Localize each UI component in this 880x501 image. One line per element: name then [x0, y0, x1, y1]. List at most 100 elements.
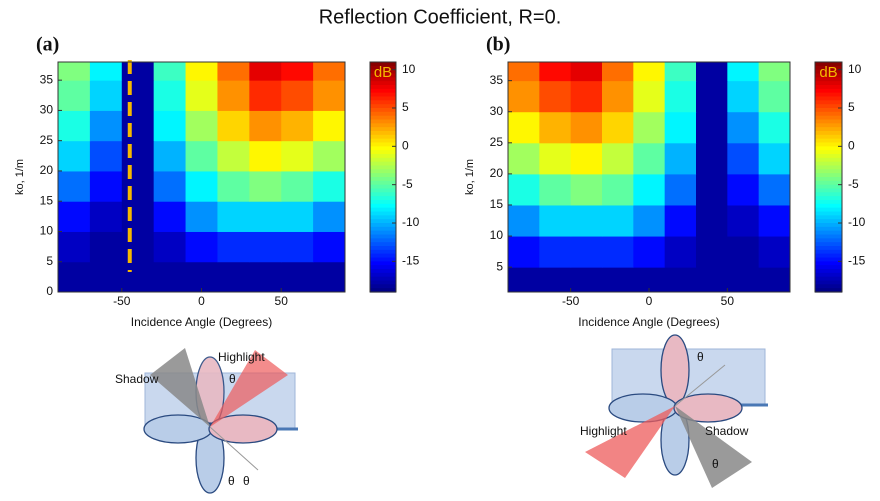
colorbar-band	[370, 272, 396, 278]
colorbar-band	[815, 134, 842, 140]
colorbar-band	[370, 215, 396, 220]
colorbar-tick-label: -15	[848, 254, 866, 268]
heatmap-cell	[153, 62, 187, 81]
colorbar-band	[370, 253, 396, 259]
heatmap-cell	[664, 80, 697, 113]
heatmap-cell	[281, 261, 314, 292]
colorbar-band	[815, 280, 842, 285]
colorbar-band	[815, 138, 842, 144]
colorbar-band	[815, 92, 842, 98]
heatmap-cell	[727, 204, 760, 237]
y-axis-label: ko, 1/m	[14, 159, 26, 195]
heatmap-cell	[727, 62, 760, 82]
heatmap-cell	[664, 173, 697, 206]
heatmap-cell	[58, 170, 91, 202]
colorbar-band	[815, 154, 842, 159]
colorbar-band	[815, 177, 842, 182]
colorbar-tick-label: 5	[402, 100, 409, 114]
colorbar-band	[370, 115, 396, 121]
colorbar-band	[815, 119, 842, 124]
heatmap-cell	[313, 140, 345, 172]
colorbar-band	[370, 123, 396, 128]
panel-label: (a)	[36, 34, 59, 56]
y-tick-label: 30	[40, 103, 54, 117]
heatmap-cell	[185, 231, 218, 263]
heatmap-cell	[249, 201, 282, 232]
colorbar-tick-label: 10	[402, 62, 416, 76]
heatmap-cell	[570, 173, 603, 206]
heatmap-cell	[217, 62, 250, 81]
colorbar-band	[370, 276, 396, 282]
colorbar-band	[370, 280, 396, 285]
colorbar-band	[370, 200, 396, 205]
colorbar-band	[815, 261, 842, 266]
heatmap-cell	[633, 173, 666, 206]
colorbar-band	[370, 169, 396, 174]
diagram-label: θ	[228, 474, 235, 488]
colorbar-band	[370, 100, 396, 105]
colorbar-band	[815, 257, 842, 262]
colorbar-band	[815, 108, 842, 113]
colorbar-band	[815, 219, 842, 224]
colorbar-band	[815, 131, 842, 136]
colorbar-band	[815, 265, 842, 270]
heatmap-cell	[185, 110, 218, 142]
heatmap-cell	[121, 170, 155, 202]
heatmap-cell	[664, 236, 697, 268]
heatmap-cell	[153, 80, 187, 111]
colorbar-tick-label: 0	[848, 139, 855, 153]
heatmap-cell	[508, 173, 540, 206]
heatmap-cell	[758, 267, 790, 292]
heatmap-cell	[602, 142, 634, 175]
colorbar-tick-label: 10	[848, 62, 862, 76]
colorbar-band	[815, 288, 842, 293]
colorbar-band	[370, 108, 396, 113]
figure-title: Reflection Coefficient, R=0.	[319, 6, 562, 28]
colorbar-band	[815, 269, 842, 274]
colorbar-band	[370, 207, 396, 213]
heatmap-cell	[602, 111, 634, 144]
colorbar-band	[370, 257, 396, 262]
colorbar-band	[815, 207, 842, 213]
heatmap-cell	[696, 173, 728, 206]
colorbar-band	[815, 234, 842, 239]
heatmap-cell	[570, 80, 603, 113]
colorbar-band	[370, 154, 396, 159]
heatmap-cell	[89, 261, 123, 292]
heatmap-cell	[89, 62, 123, 81]
heatmap-cell	[602, 62, 634, 82]
heatmap-cell	[633, 80, 666, 113]
colorbar-band	[370, 142, 396, 147]
heatmap-cell	[281, 140, 314, 172]
colorbar-title: dB	[819, 64, 837, 81]
colorbar-band	[815, 192, 842, 197]
colorbar-band	[370, 261, 396, 266]
colorbar-band	[815, 169, 842, 174]
colorbar-band	[815, 249, 842, 255]
colorbar-band	[370, 62, 396, 67]
colorbar-band	[815, 173, 842, 178]
colorbar-band	[370, 284, 396, 289]
heatmap-cell	[633, 267, 666, 292]
x-tick-label: 50	[721, 294, 735, 308]
heatmap-cell	[185, 170, 218, 202]
heatmap-cell	[758, 142, 790, 175]
heatmap-cell	[539, 142, 572, 175]
colorbar-band	[815, 127, 842, 132]
heatmap-cell	[249, 140, 282, 172]
heatmap-cell	[727, 267, 760, 292]
colorbar-band	[370, 161, 396, 167]
colorbar-band	[815, 62, 842, 67]
heatmap-cell	[89, 80, 123, 111]
y-axis-label: ko, 1/m	[464, 159, 476, 195]
heatmap-cell	[153, 170, 187, 202]
y-tick-label: 35	[490, 73, 504, 87]
colorbar-tick-label: -10	[848, 215, 866, 229]
colorbar-band	[370, 157, 396, 163]
colorbar-tick-label: -10	[402, 215, 420, 229]
heatmap-cell	[570, 111, 603, 144]
colorbar-tick-label: -5	[848, 177, 859, 191]
heatmap-cell	[58, 201, 91, 232]
heatmap-cell	[758, 204, 790, 237]
